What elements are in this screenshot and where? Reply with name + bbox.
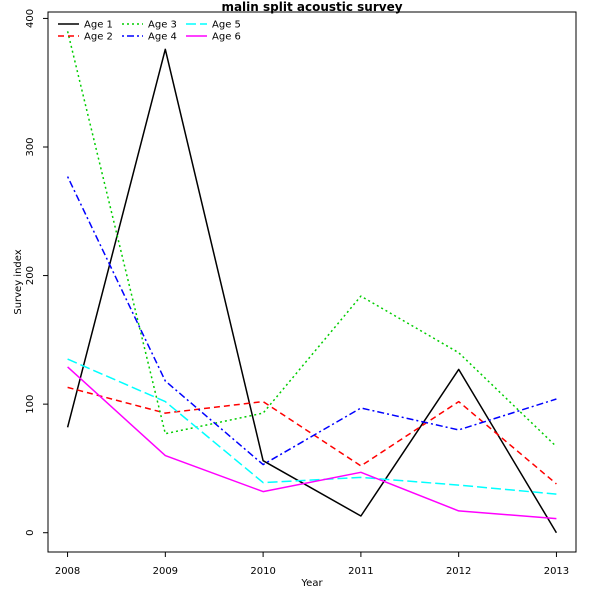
series-line-age-2 [67,386,557,485]
chart-title: malin split acoustic survey [221,0,402,14]
legend-label: Age 1 [84,20,113,31]
series-line-age-1 [66,48,558,534]
plot-frame [47,11,577,553]
series-line-age-6 [67,366,557,520]
y-tick-label: 400 [25,9,36,28]
y-tick-label: 100 [25,395,36,414]
y-axis-label: Survey index [13,249,24,314]
legend-label: Age 3 [148,20,177,31]
legend-label: Age 5 [212,20,241,31]
x-tick-label: 2009 [153,566,178,577]
y-tick-label: 300 [25,137,36,156]
series-line-age-5 [67,358,557,495]
series-line-age-3 [66,31,557,448]
y-tick-label: 0 [25,530,36,536]
axis-layer: 2008 2009 2010 2011 2012 2013 0 100 200 300 400 [25,9,569,577]
series-line-age-4 [66,176,557,466]
x-tick-label: 2012 [446,566,471,577]
series-layer [66,31,558,534]
x-tick-label: 2010 [250,566,275,577]
legend-label: Age 4 [148,32,177,43]
x-tick-label: 2008 [55,566,80,577]
y-tick-label: 200 [25,266,36,285]
x-tick-label: 2011 [348,566,373,577]
x-tick-label: 2013 [544,566,569,577]
x-axis-label: Year [300,578,323,589]
legend-label: Age 2 [84,32,113,43]
legend-label: Age 6 [212,32,241,43]
